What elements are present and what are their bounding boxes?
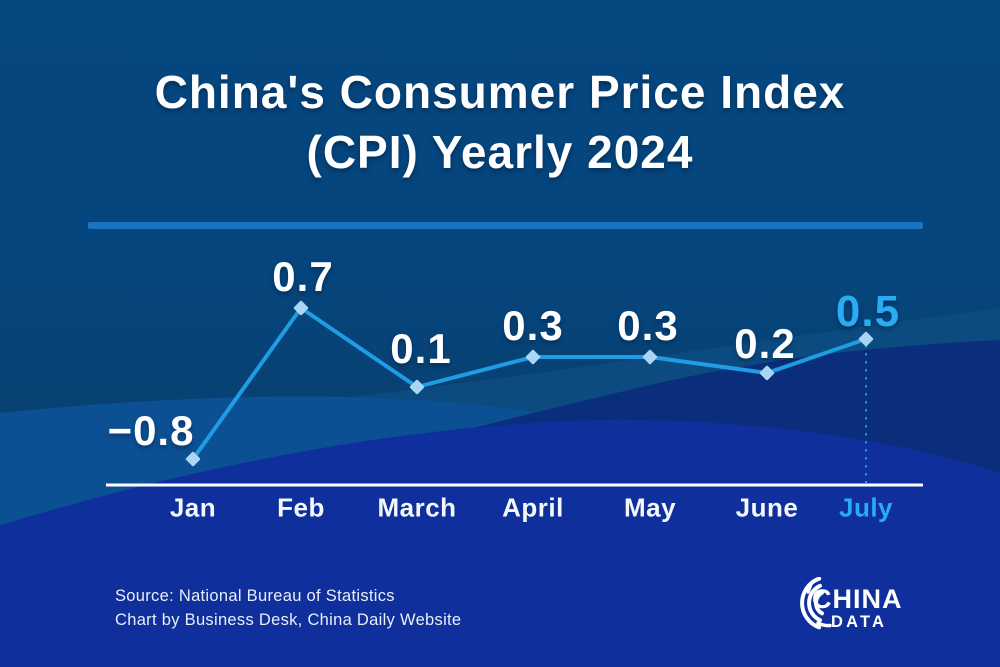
data-point-marker-april — [525, 349, 541, 365]
data-point-marker-may — [642, 349, 658, 365]
source-note: Source: National Bureau of Statistics Ch… — [115, 584, 461, 632]
chart-title: China's Consumer Price Index (CPI) Yearl… — [0, 62, 1000, 182]
title-divider — [88, 222, 923, 229]
data-point-marker-jan — [185, 451, 201, 467]
title-line-1: China's Consumer Price Index — [154, 66, 846, 118]
title-line-2: (CPI) Yearly 2024 — [306, 126, 694, 178]
source-line-1: Source: National Bureau of Statistics — [115, 587, 395, 605]
wave-royal-shape — [0, 419, 1000, 667]
source-line-2: Chart by Business Desk, China Daily Webs… — [115, 611, 462, 629]
logo-text-china: CHINA — [812, 584, 903, 614]
data-point-marker-june — [759, 365, 775, 381]
logo-text-data: DATA — [831, 613, 888, 631]
china-data-logo: CHINA DATA — [784, 577, 954, 641]
data-point-marker-march — [409, 379, 425, 395]
data-point-marker-july — [858, 331, 874, 347]
signal-arcs-icon — [800, 577, 832, 630]
cpi-series-line — [191, 306, 868, 461]
data-point-marker-feb — [293, 300, 309, 316]
